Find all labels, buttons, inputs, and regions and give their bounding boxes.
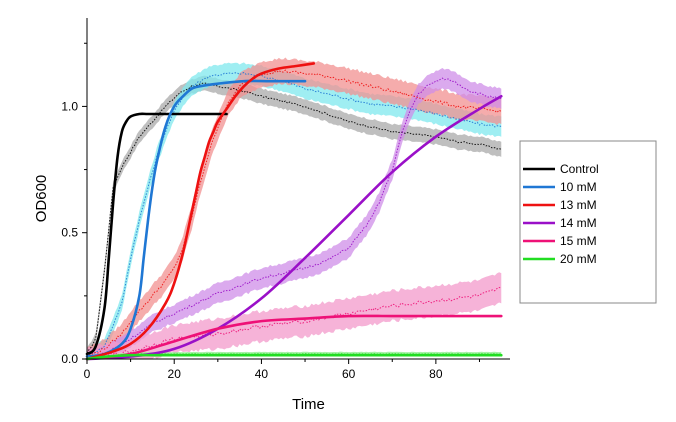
band-14-mm <box>87 68 502 359</box>
x-tick-label: 80 <box>429 367 443 381</box>
x-axis-title: Time <box>292 396 325 413</box>
y-tick-label: 1.0 <box>61 99 78 113</box>
band-13-mm <box>87 57 502 359</box>
fit-line-10-mm <box>85 79 307 358</box>
observed-line-control <box>86 82 502 354</box>
axes: 0 20 40 60 80 0.0 0.5 1.0 <box>61 18 510 381</box>
fit-line-20-mm <box>85 353 503 361</box>
y-tick-label: 0.0 <box>61 352 78 366</box>
x-tick-label: 0 <box>84 367 91 381</box>
fit-line-control <box>85 112 228 356</box>
fit-series <box>85 62 503 361</box>
observed-line-15-mm <box>86 286 502 361</box>
x-tick-label: 60 <box>342 367 356 381</box>
legend-label-15-mm: 15 mM <box>560 234 597 248</box>
legend: Control 10 mM 13 mM 14 mM 15 mM 20 mM <box>519 140 657 304</box>
x-tick-label: 40 <box>255 367 269 381</box>
fit-line-14-mm <box>85 95 503 361</box>
x-tick-label: 20 <box>168 367 182 381</box>
y-axis-title: OD600 <box>33 175 50 223</box>
legend-label-14-mm: 14 mM <box>560 216 597 230</box>
legend-label-20-mm: 20 mM <box>560 252 597 266</box>
legend-label-13-mm: 13 mM <box>560 198 597 212</box>
fit-line-13-mm <box>85 62 316 361</box>
legend-label-control: Control <box>560 162 599 176</box>
legend-label-10-mm: 10 mM <box>560 180 597 194</box>
fit-line-15-mm <box>85 314 503 361</box>
y-tick-label: 0.5 <box>61 226 78 240</box>
